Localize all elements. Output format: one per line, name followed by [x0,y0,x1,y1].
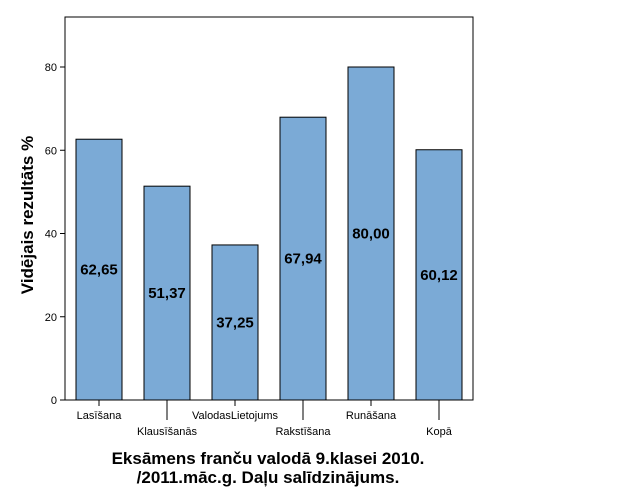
y-tick-label: 0 [51,395,57,407]
chart-title-line-2: /2011.māc.g. Daļu salīdzinājums. [137,468,400,487]
ticks-group: 0 20 40 60 80 Lasīšana Klausīšanās ValodasLieto… [45,62,453,438]
bars-group: 62,65 51,37 37,25 67,94 80,00 60,12 [75,66,463,401]
x-tick-label: Kopā [426,426,453,438]
x-tick-label: Klausīšanās [137,426,197,438]
bar-value-label: 51,37 [148,285,186,302]
y-tick-label: 20 [45,312,57,324]
bar-value-label: 80,00 [352,226,390,243]
bar-value-label: 60,12 [420,267,458,284]
bar [75,138,123,401]
y-tick-label: 80 [45,62,57,74]
bar-value-label: 37,25 [216,314,254,331]
x-tick-label: Rakstīšana [275,426,331,438]
x-tick-label: ValodasLietojums [192,410,279,422]
bar [279,116,327,401]
y-axis-title: Vidējais rezultāts % [18,136,37,294]
bar [211,244,259,401]
bar [415,149,463,401]
chart-title-line-1: Eksāmens franču valodā 9.klasei 2010. [112,449,425,468]
x-tick-label: Lasīšana [77,410,123,422]
bar [347,66,395,401]
x-tick-label: Runāšana [346,410,397,422]
y-tick-label: 40 [45,229,57,241]
y-tick-label: 60 [45,145,57,157]
bar-value-label: 67,94 [284,251,322,268]
plot-frame [64,16,474,401]
bar-value-label: 62,65 [80,262,118,279]
